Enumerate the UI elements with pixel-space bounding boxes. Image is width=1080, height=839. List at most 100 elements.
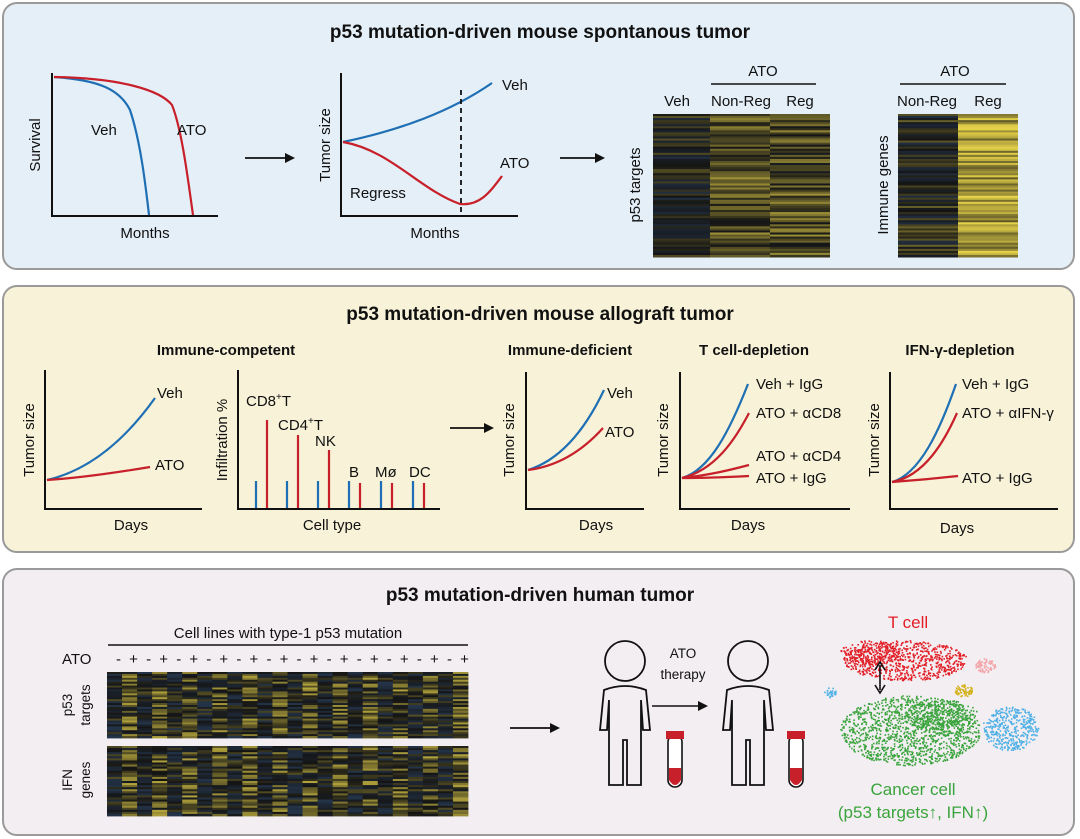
tsne-point	[970, 718, 972, 721]
heatmap-cell	[377, 697, 394, 700]
tsne-point	[886, 653, 889, 655]
tsne-point	[874, 658, 876, 660]
heatmap-cell	[710, 195, 770, 199]
heatmap-cell	[377, 699, 394, 702]
tsne-point	[869, 643, 871, 646]
heatmap-cell	[107, 770, 123, 774]
heatmap-cell	[362, 748, 379, 751]
heatmap-cell	[317, 770, 334, 774]
heatmap-cell	[377, 752, 394, 755]
heatmap-cell	[710, 197, 770, 201]
heatmap-cell	[152, 787, 168, 790]
tsne-point	[904, 707, 907, 709]
tsne-point	[929, 728, 931, 731]
heatmap-cell	[197, 807, 213, 811]
heatmap-cell	[770, 126, 830, 129]
tsne-point	[990, 720, 993, 723]
tsne-point	[931, 755, 933, 757]
heatmap-cell	[770, 201, 830, 205]
heatmap-cell	[242, 772, 258, 776]
heatmap-cell	[317, 805, 334, 809]
heatmap-cell	[452, 691, 469, 694]
tsne-point	[990, 740, 992, 742]
tsne-point	[920, 677, 923, 680]
heatmap-cell	[302, 801, 318, 805]
heatmap-cell	[227, 781, 243, 784]
heatmap-cell	[452, 760, 469, 763]
tsne-point	[1026, 722, 1029, 724]
heatmap-cell	[212, 712, 228, 716]
tsne-point	[895, 664, 898, 667]
heatmap-cell	[437, 791, 454, 794]
tsne-point	[998, 726, 1001, 729]
tumor-axes	[340, 73, 518, 217]
tsne-point	[927, 748, 930, 751]
tsne-point	[951, 671, 953, 673]
tsne-point	[855, 725, 858, 727]
heatmap-cell	[332, 766, 349, 770]
heatmap-cell	[287, 776, 303, 780]
heatmap-cell	[332, 764, 349, 767]
heatmap-cell	[377, 683, 394, 686]
tsne-point	[848, 721, 850, 723]
tsne-point	[950, 708, 953, 710]
heatmap-cell	[317, 748, 334, 751]
tsne-point	[867, 656, 870, 658]
tsne-point	[905, 734, 908, 737]
tsne-point	[925, 746, 928, 748]
heatmap-cell	[437, 718, 454, 721]
tsne-point	[899, 717, 901, 720]
tsne-point	[955, 700, 958, 703]
tsne-point	[890, 738, 892, 740]
tsne-point	[977, 736, 980, 738]
heatmap-cell	[227, 726, 243, 729]
tsne-point	[932, 738, 934, 741]
heatmap-cell	[332, 724, 349, 727]
tsne-point	[972, 706, 974, 709]
heatmap-cell	[898, 114, 958, 117]
tsne-point	[880, 647, 883, 649]
tsne-point	[952, 703, 955, 705]
tsne-point	[845, 646, 847, 649]
tsne-point	[958, 731, 960, 734]
heatmap-cell	[332, 714, 349, 718]
heatmap-cell	[317, 699, 334, 702]
heatmap-cell	[167, 787, 183, 790]
heatmap-cell	[122, 720, 138, 723]
heatmap-cell	[770, 116, 830, 119]
heatmap-cell	[653, 167, 710, 170]
tsne-point	[868, 662, 870, 665]
heatmap-cell	[197, 778, 213, 782]
tsne-point	[995, 733, 998, 735]
heatmap-cell	[287, 801, 303, 805]
tsne-point	[925, 747, 927, 749]
tsne-point	[872, 718, 875, 720]
heatmap-cell	[227, 748, 243, 751]
heatmap-cell	[272, 754, 288, 757]
heatmap-cell	[197, 768, 213, 772]
tsne-point	[948, 738, 950, 740]
tsne-point	[963, 731, 966, 734]
heatmap-cell	[242, 807, 258, 811]
tsne-point	[909, 700, 911, 702]
tsne-point	[864, 747, 866, 750]
heatmap-cell	[152, 791, 168, 794]
tsne-point	[865, 711, 867, 713]
heatmap-cell	[137, 683, 153, 686]
tsne-point	[892, 665, 895, 668]
heatmap-cell	[377, 730, 394, 733]
heatmap-cell	[898, 201, 958, 205]
cell-label-dc: DC	[409, 464, 431, 481]
tsne-point	[925, 720, 927, 722]
tsne-point	[863, 727, 865, 730]
heatmap-cell	[167, 768, 183, 772]
heatmap-cell	[437, 770, 454, 774]
heatmap-cell	[302, 785, 318, 788]
tsne-point	[931, 656, 934, 659]
tsne-point	[925, 752, 927, 755]
heatmap-cell	[227, 722, 243, 725]
heatmap-cell	[167, 720, 183, 723]
tsne-point	[971, 725, 974, 728]
heatmap-cell	[347, 689, 364, 692]
tsne-point	[859, 734, 862, 737]
